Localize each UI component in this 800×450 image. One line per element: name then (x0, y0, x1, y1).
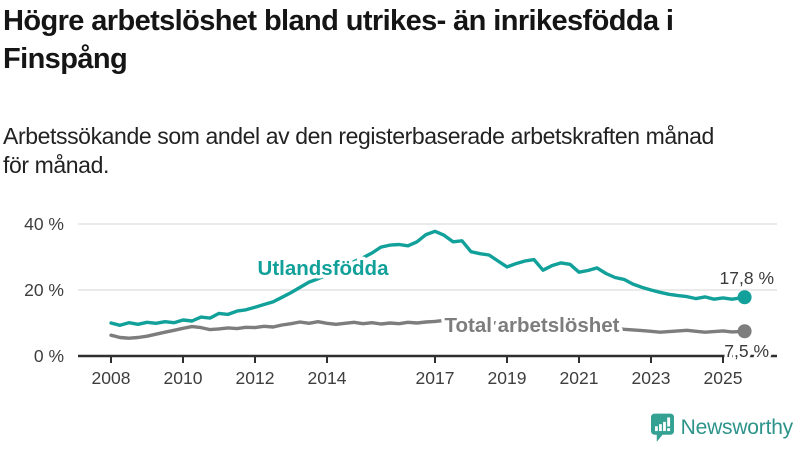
x-axis-tick-label: 2008 (92, 368, 131, 388)
x-axis-tick-label: 2012 (236, 368, 275, 388)
series-line-total-arbetsl-shet (109, 318, 747, 340)
series-label-total-arbetsl-shet: Total arbetslöshet (444, 314, 619, 337)
newsworthy-logo[interactable]: Newsworthy (650, 413, 794, 443)
newsworthy-logo-icon (650, 413, 674, 442)
page-title: Högre arbetslöshet bland utrikes- än inr… (3, 5, 674, 75)
y-axis-tick-label: 40 % (24, 214, 64, 234)
logo-bar-chart-icon (654, 417, 670, 432)
x-axis-tick-label: 2021 (560, 368, 599, 388)
x-axis-tick-label: 2023 (632, 368, 671, 388)
x-axis-tick-label: 2010 (164, 368, 203, 388)
series-end-value-total-arbetsl-shet: 7,5 % (724, 341, 769, 361)
series-line-utlandsf-dda (109, 229, 747, 327)
y-axis-tick-label: 20 % (24, 280, 64, 300)
x-axis-tick-label: 2017 (416, 368, 455, 388)
x-axis-tick-label: 2019 (488, 368, 527, 388)
series-end-dot-total-arbetsl-shet (737, 324, 752, 339)
x-axis-tick-label: 2025 (704, 368, 743, 388)
series-label-utlandsf-dda: Utlandsfödda (258, 257, 390, 280)
speech-bubble-shape (650, 413, 674, 442)
series-end-dot-utlandsf-dda (737, 290, 752, 305)
y-axis-tick-label: 0 % (34, 346, 64, 366)
newsworthy-logo-text: Newsworthy (680, 416, 794, 439)
x-axis-tick-label: 2014 (308, 368, 347, 388)
series-end-value-utlandsf-dda: 17,8 % (720, 268, 774, 288)
page-subtitle: Arbetssökande som andel av den registerb… (3, 123, 714, 178)
